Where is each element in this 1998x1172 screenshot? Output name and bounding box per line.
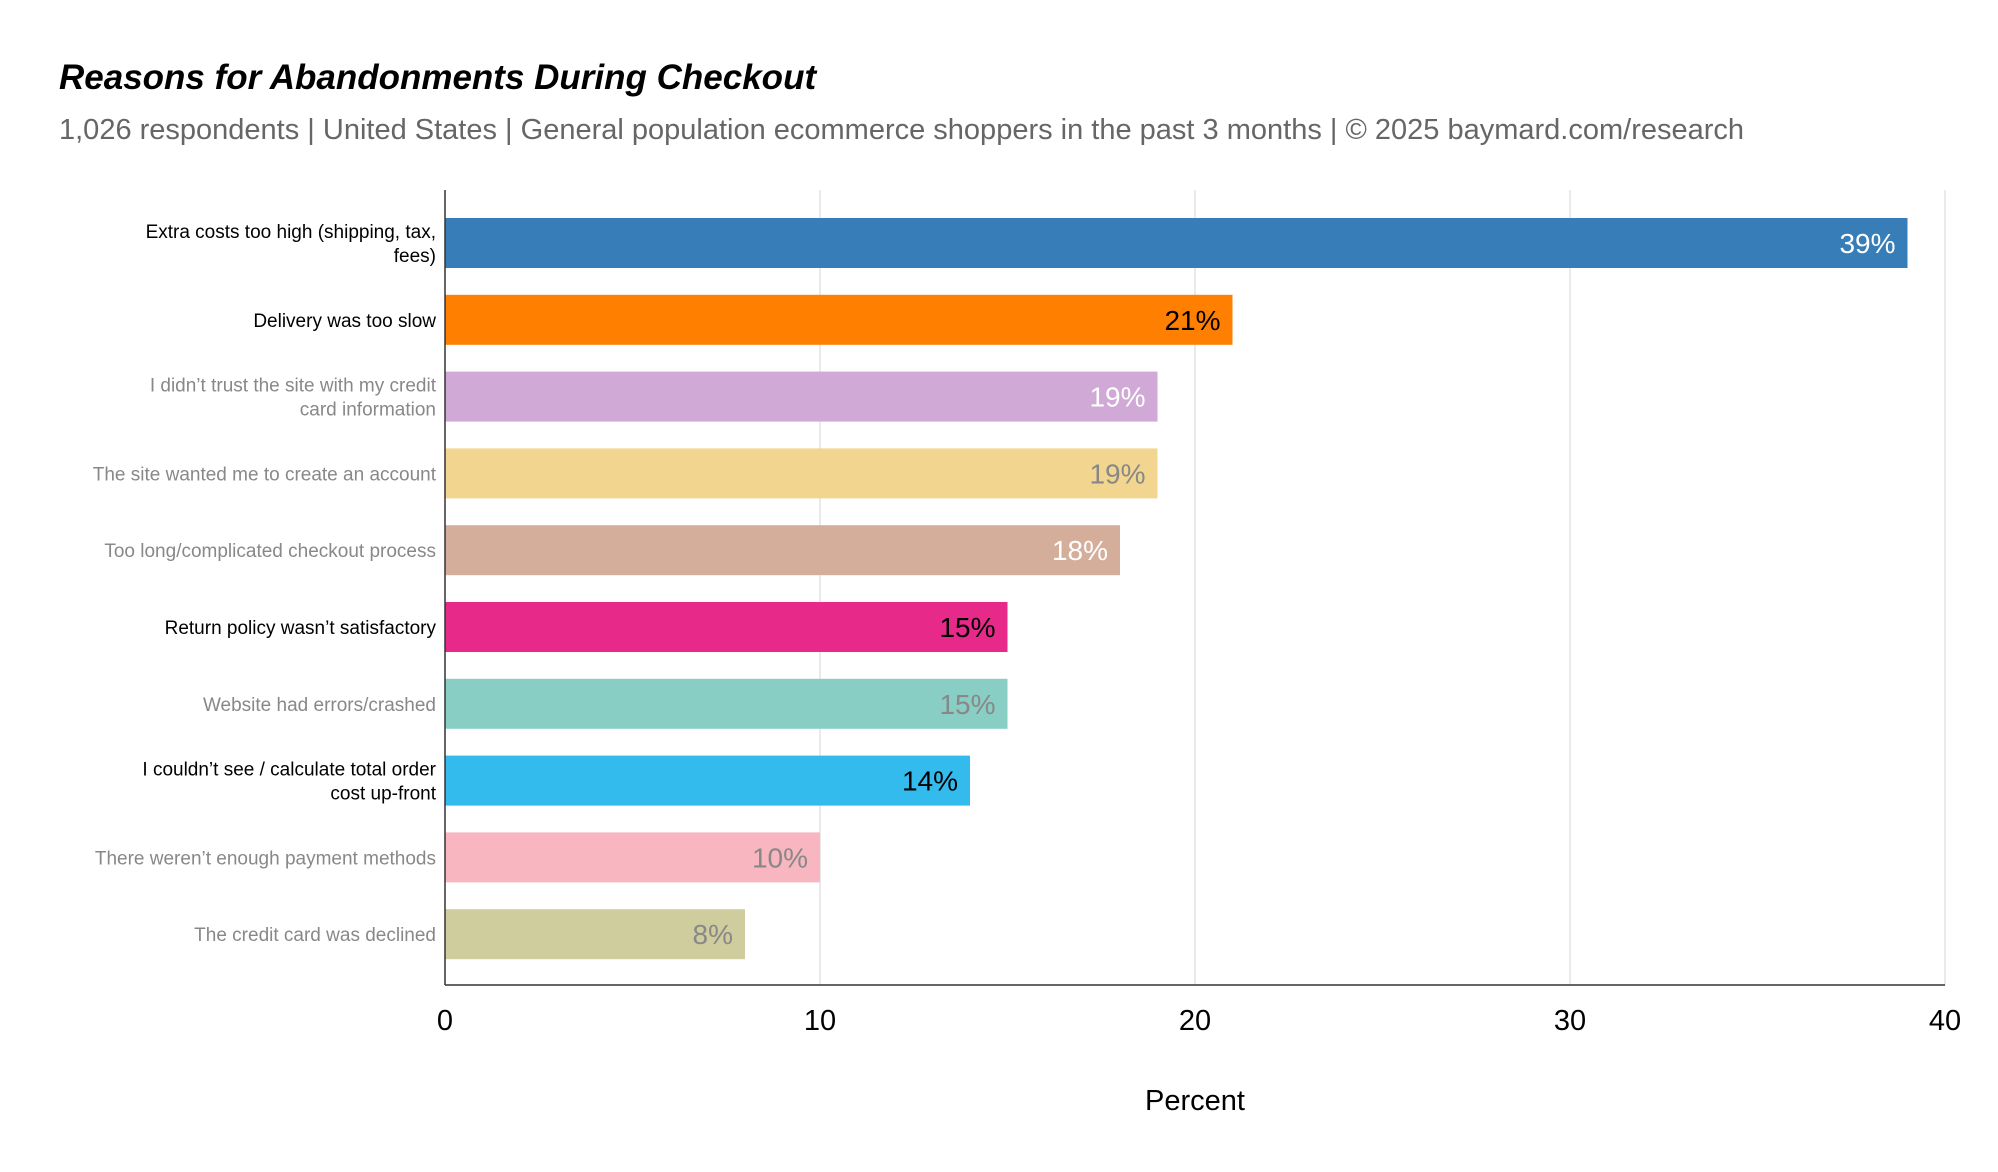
x-tick-label-1: 10 <box>804 1005 836 1037</box>
category-label-6: Return policy wasn’t satisfactory <box>165 618 437 639</box>
x-tick-label-0: 0 <box>437 1005 453 1037</box>
bar-value-label-10: 8% <box>693 919 733 950</box>
bar-value-label-9: 10% <box>752 842 808 873</box>
bar-value-label-7: 15% <box>939 689 995 720</box>
category-label-10: The credit card was declined <box>194 925 436 946</box>
bar-10 <box>445 909 745 960</box>
category-label-2: Delivery was too slow <box>253 311 436 332</box>
bar-6 <box>445 602 1008 652</box>
bar-1 <box>445 218 1908 268</box>
chart-subtitle: 1,026 respondents | United States | Gene… <box>59 114 1745 146</box>
bar-value-label-8: 14% <box>902 766 958 797</box>
category-label-5: Too long/complicated checkout process <box>104 541 436 562</box>
x-tick-label-2: 20 <box>1179 1005 1211 1037</box>
category-label-8: I couldn’t see / calculate total order co… <box>142 760 436 805</box>
category-label-7: Website had errors/crashed <box>203 695 436 716</box>
category-label-4: The site wanted me to create an account <box>93 464 437 485</box>
x-tick-label-3: 30 <box>1554 1005 1586 1037</box>
bar-8 <box>445 755 970 806</box>
chart-title: Reasons for Abandonments During Checkout <box>59 58 817 97</box>
bar-value-label-2: 21% <box>1164 305 1220 336</box>
category-label-3: I didn’t trust the site with my credit ca… <box>150 376 437 421</box>
bar-value-label-6: 15% <box>939 612 995 643</box>
bar-value-label-4: 19% <box>1089 458 1145 489</box>
bar-9 <box>445 832 820 883</box>
x-axis-title: Percent <box>1145 1085 1245 1117</box>
x-tick-label-4: 40 <box>1929 1005 1961 1037</box>
bar-7 <box>445 678 1008 729</box>
bar-3 <box>445 371 1158 422</box>
bar-value-label-5: 18% <box>1052 535 1108 566</box>
bar-4 <box>445 448 1158 499</box>
bar-5 <box>445 525 1120 576</box>
category-label-1: Extra costs too high (shipping, tax, fees… <box>146 222 436 267</box>
bar-value-label-3: 19% <box>1089 382 1145 413</box>
category-label-9: There weren’t enough payment methods <box>95 848 436 869</box>
bar-value-label-1: 39% <box>1839 228 1895 259</box>
bar-2 <box>445 294 1233 345</box>
